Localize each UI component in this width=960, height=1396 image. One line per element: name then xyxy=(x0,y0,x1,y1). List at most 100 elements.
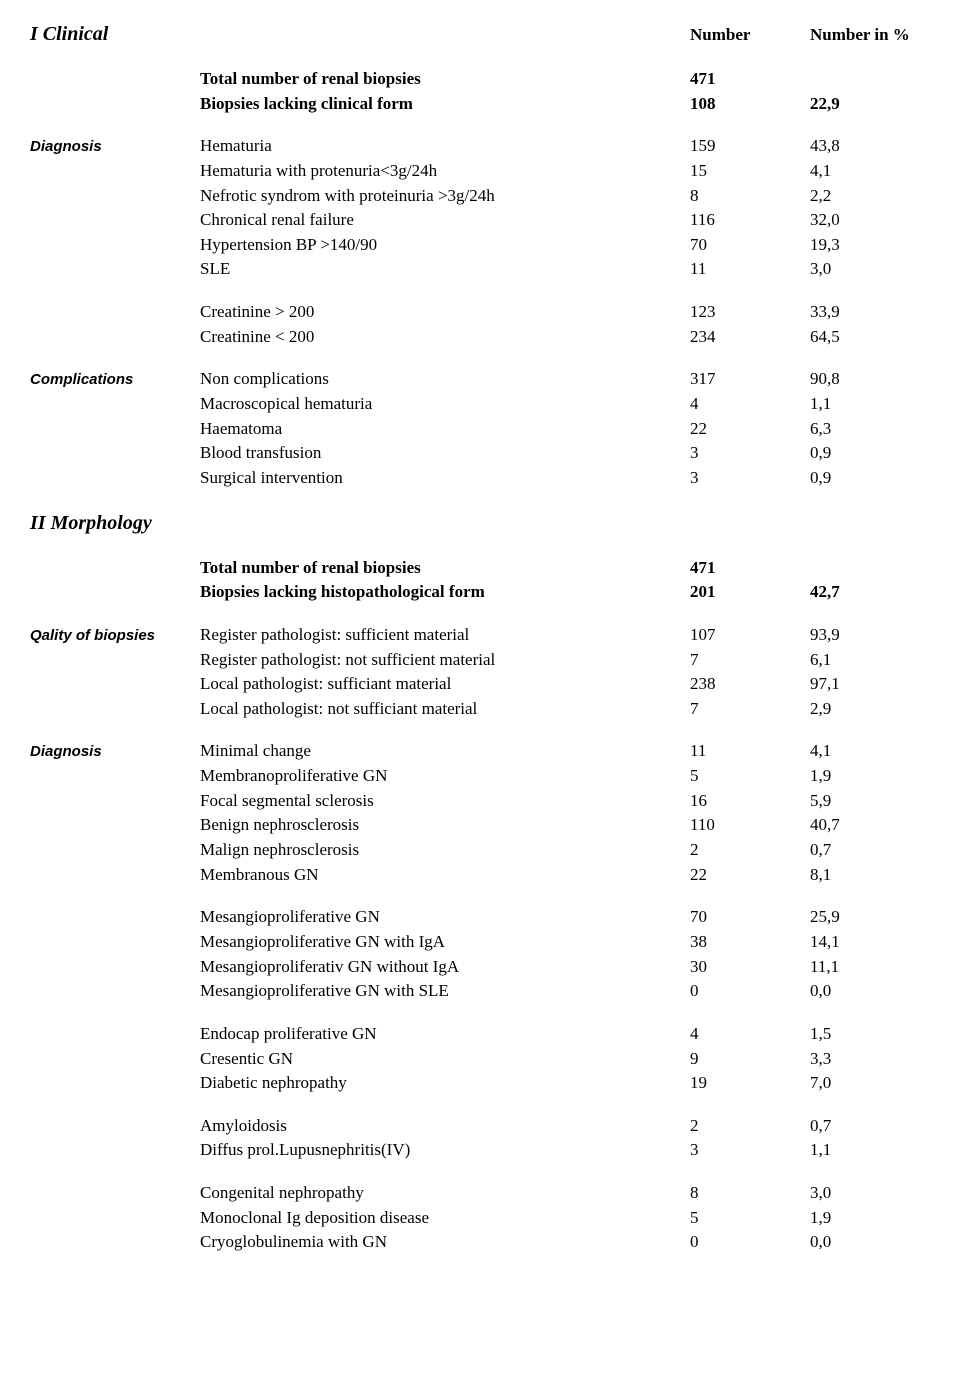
row-pct: 0,9 xyxy=(810,466,910,491)
row-number: 471 xyxy=(690,67,810,92)
table-row: Biopsies lacking histopathological form … xyxy=(30,580,910,605)
row-number: 238 xyxy=(690,672,810,697)
row-pct: 0,9 xyxy=(810,441,910,466)
row-pct: 1,9 xyxy=(810,1206,910,1231)
table-row: Mesangioproliferative GN with SLE00,0 xyxy=(30,979,910,1004)
row-number: 2 xyxy=(690,1114,810,1139)
row-label: Register pathologist: sufficient materia… xyxy=(200,623,690,648)
row-number: 317 xyxy=(690,367,810,392)
row-number: 11 xyxy=(690,257,810,282)
table-row: Biopsies lacking clinical form 108 22,9 xyxy=(30,92,910,117)
row-pct: 3,3 xyxy=(810,1047,910,1072)
row-number: 7 xyxy=(690,648,810,673)
row-label: SLE xyxy=(200,257,690,282)
row-label: Diffus prol.Lupusnephritis(IV) xyxy=(200,1138,690,1163)
row-number: 5 xyxy=(690,764,810,789)
row-number: 8 xyxy=(690,1181,810,1206)
row-number: 22 xyxy=(690,863,810,888)
row-label: Hypertension BP >140/90 xyxy=(200,233,690,258)
header-number-pct: Number in % xyxy=(810,23,910,48)
row-label: Minimal change xyxy=(200,739,690,764)
row-label: Amyloidosis xyxy=(200,1114,690,1139)
row-number: 4 xyxy=(690,392,810,417)
row-label: Endocap proliferative GN xyxy=(200,1022,690,1047)
row-label: Membranous GN xyxy=(200,863,690,888)
table-row: DiagnosisMinimal change114,1 xyxy=(30,739,910,764)
group-label: Qality of biopsies xyxy=(30,625,200,647)
row-pct: 64,5 xyxy=(810,325,910,350)
table-row: Focal segmental sclerosis165,9 xyxy=(30,789,910,814)
row-number: 8 xyxy=(690,184,810,209)
row-label: Creatinine < 200 xyxy=(200,325,690,350)
table-row: Congenital nephropathy83,0 xyxy=(30,1181,910,1206)
table-row: Haematoma226,3 xyxy=(30,417,910,442)
row-pct: 43,8 xyxy=(810,134,910,159)
row-pct: 8,1 xyxy=(810,863,910,888)
row-number: 201 xyxy=(690,580,810,605)
row-pct: 33,9 xyxy=(810,300,910,325)
row-pct: 1,1 xyxy=(810,1138,910,1163)
row-pct: 0,7 xyxy=(810,1114,910,1139)
row-label: Congenital nephropathy xyxy=(200,1181,690,1206)
row-label: Local pathologist: sufficiant material xyxy=(200,672,690,697)
row-label: Blood transfusion xyxy=(200,441,690,466)
row-pct: 0,0 xyxy=(810,1230,910,1255)
row-pct: 90,8 xyxy=(810,367,910,392)
table-row: ComplicationsNon complications31790,8 xyxy=(30,367,910,392)
row-label: Local pathologist: not sufficiant materi… xyxy=(200,697,690,722)
row-pct: 6,1 xyxy=(810,648,910,673)
group-label: Diagnosis xyxy=(30,136,200,158)
group-label: Complications xyxy=(30,369,200,391)
row-pct: 0,7 xyxy=(810,838,910,863)
table-row: Malign nephrosclerosis20,7 xyxy=(30,838,910,863)
row-label: Mesangioproliferative GN xyxy=(200,905,690,930)
table-row: Membranoproliferative GN51,9 xyxy=(30,764,910,789)
table-row: Register pathologist: not sufficient mat… xyxy=(30,648,910,673)
row-pct: 14,1 xyxy=(810,930,910,955)
row-label: Mesangioproliferativ GN without IgA xyxy=(200,955,690,980)
row-label: Chronical renal failure xyxy=(200,208,690,233)
table-row: Benign nephrosclerosis11040,7 xyxy=(30,813,910,838)
row-label: Malign nephrosclerosis xyxy=(200,838,690,863)
table-row: DiagnosisHematuria15943,8 xyxy=(30,134,910,159)
row-label: Total number of renal biopsies xyxy=(200,67,690,92)
section-1-title: I Clinical xyxy=(30,20,200,49)
row-label: Nefrotic syndrom with proteinuria >3g/24… xyxy=(200,184,690,209)
row-number: 3 xyxy=(690,466,810,491)
row-number: 7 xyxy=(690,697,810,722)
row-label: Biopsies lacking clinical form xyxy=(200,92,690,117)
table-row: SLE113,0 xyxy=(30,257,910,282)
row-number: 70 xyxy=(690,905,810,930)
row-pct: 6,3 xyxy=(810,417,910,442)
table-row: Creatinine < 20023464,5 xyxy=(30,325,910,350)
row-label: Hematuria with protenuria<3g/24h xyxy=(200,159,690,184)
row-label: Monoclonal Ig deposition disease xyxy=(200,1206,690,1231)
row-label: Focal segmental sclerosis xyxy=(200,789,690,814)
row-number: 15 xyxy=(690,159,810,184)
table-row: Nefrotic syndrom with proteinuria >3g/24… xyxy=(30,184,910,209)
row-pct: 1,1 xyxy=(810,392,910,417)
table-row: Surgical intervention30,9 xyxy=(30,466,910,491)
row-number: 159 xyxy=(690,134,810,159)
row-pct: 40,7 xyxy=(810,813,910,838)
row-number: 108 xyxy=(690,92,810,117)
row-label: Surgical intervention xyxy=(200,466,690,491)
table-row: Hypertension BP >140/907019,3 xyxy=(30,233,910,258)
row-number: 0 xyxy=(690,979,810,1004)
header-row: I Clinical Number Number in % xyxy=(30,20,910,49)
section-2-title: II Morphology xyxy=(30,509,200,538)
table-row: Mesangioproliferative GN7025,9 xyxy=(30,905,910,930)
row-number: 19 xyxy=(690,1071,810,1096)
row-label: Biopsies lacking histopathological form xyxy=(200,580,690,605)
row-pct: 1,9 xyxy=(810,764,910,789)
table-row: Macroscopical hematuria41,1 xyxy=(30,392,910,417)
row-label: Mesangioproliferative GN with SLE xyxy=(200,979,690,1004)
row-number: 110 xyxy=(690,813,810,838)
row-label: Hematuria xyxy=(200,134,690,159)
row-label: Haematoma xyxy=(200,417,690,442)
row-pct: 3,0 xyxy=(810,1181,910,1206)
row-number: 30 xyxy=(690,955,810,980)
row-pct: 97,1 xyxy=(810,672,910,697)
row-pct: 3,0 xyxy=(810,257,910,282)
table-row: Cryoglobulinemia with GN00,0 xyxy=(30,1230,910,1255)
